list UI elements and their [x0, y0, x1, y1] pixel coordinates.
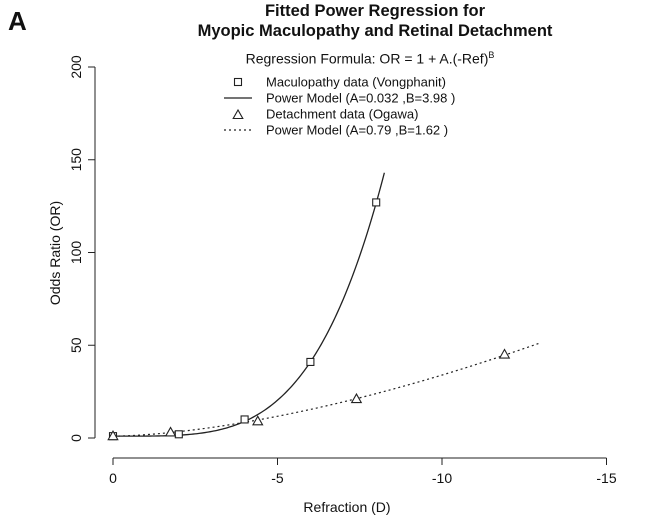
legend-square-marker	[233, 77, 243, 87]
legend-entry-label: Maculopathy data (Vongphanit)	[266, 75, 446, 90]
maculopathy-data-point	[372, 198, 381, 207]
detachment-data-point	[107, 430, 119, 441]
detachment-data-point	[350, 392, 363, 404]
y-tick-label: 200	[68, 55, 84, 79]
x-tick-label: 0	[109, 470, 117, 486]
legend-entry-label: Detachment data (Ogawa)	[266, 107, 418, 122]
x-tick-label: -15	[596, 470, 616, 486]
legend-triangle-marker	[232, 108, 244, 120]
panel-label: A	[8, 6, 27, 36]
chart-subtitle: Myopic Maculopathy and Retinal Detachmen…	[197, 22, 553, 40]
legend: Maculopathy data (Vongphanit)Power Model…	[224, 75, 455, 138]
y-tick-label: 50	[68, 337, 84, 353]
chart-title: Fitted Power Regression for	[264, 2, 486, 20]
y-tick-label: 100	[68, 241, 84, 265]
model-curves	[112, 172, 541, 437]
detachment-data-point	[252, 415, 264, 426]
detachment-data-point	[498, 348, 511, 359]
maculopathy-data-point	[306, 357, 315, 366]
legend-entry-label: Power Model (A=0.032 ,B=3.98 )	[266, 91, 455, 106]
legend-entry-label: Power Model (A=0.79 ,B=1.62 )	[266, 123, 448, 138]
regression-formula: Regression Formula: OR = 1 + A.(-Ref)B	[195, 50, 545, 67]
x-tick-label: -5	[271, 470, 284, 486]
y-axis-label: Odds Ratio (OR)	[47, 201, 63, 305]
y-tick-label: 150	[68, 148, 84, 172]
x-axis-label: Refraction (D)	[303, 499, 390, 515]
maculopathy-data-point	[174, 430, 183, 439]
axes: 0 50 100 150 200 0 -5 -10 -15	[68, 55, 617, 486]
x-tick-label: -10	[432, 470, 452, 486]
maculopathy-model-curve	[113, 172, 385, 437]
regression-formula-exponent: B	[488, 50, 495, 60]
regression-formula-text: Regression Formula: OR = 1 + A.(-Ref)	[245, 50, 489, 67]
maculopathy-data-point	[240, 415, 249, 424]
data-points	[107, 198, 511, 441]
y-tick-label: 0	[68, 434, 84, 442]
detachment-data-point	[164, 426, 177, 437]
detachment-model-curve	[112, 342, 541, 437]
